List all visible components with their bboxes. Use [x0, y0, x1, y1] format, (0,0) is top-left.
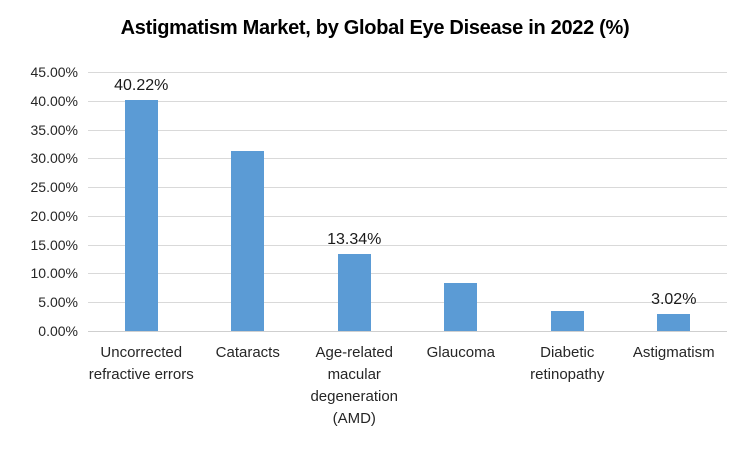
bar — [657, 313, 691, 331]
x-category-label: Diabetic retinopathy — [530, 344, 605, 383]
x-category-label: Cataracts — [215, 344, 280, 361]
gridline — [88, 187, 727, 189]
gridline — [88, 100, 727, 102]
bar-value-label: 13.34% — [327, 231, 382, 249]
x-axis: Uncorrected refractive errors Cataracts Ag… — [88, 342, 727, 442]
bar-value-label: 3.02% — [651, 290, 697, 308]
bar — [124, 99, 158, 331]
y-tick-label: 20.00% — [30, 207, 78, 224]
y-tick-label: 15.00% — [30, 236, 78, 253]
bar — [550, 310, 584, 331]
chart-title: Astigmatism Market, by Global Eye Diseas… — [120, 17, 630, 39]
y-tick-label: 45.00% — [30, 64, 78, 80]
gridline — [88, 244, 727, 246]
y-axis: 0.00% 5.00% 10.00% 15.00% 20.00% 25.00% 30.00%… — [0, 64, 78, 339]
bar — [337, 254, 371, 331]
plot-area: 40.22% 13.34% 3.02% — [88, 72, 727, 332]
y-tick-label: 30.00% — [30, 150, 78, 167]
gridline — [88, 273, 727, 275]
bar-value-label: 40.22% — [114, 76, 169, 94]
x-axis-line — [88, 331, 727, 332]
x-category-label: Glaucoma — [426, 344, 495, 361]
gridline — [88, 158, 727, 160]
gridline — [88, 215, 727, 217]
y-tick-label: 0.00% — [38, 323, 78, 339]
bar — [231, 151, 265, 331]
y-tick-label: 10.00% — [30, 265, 78, 282]
gridline — [88, 302, 727, 304]
x-category-label: Uncorrected refractive errors — [88, 344, 194, 383]
x-category-label: Astigmatism — [632, 344, 715, 361]
y-tick-label: 35.00% — [30, 121, 78, 138]
gridline — [88, 72, 727, 73]
x-category-label: Age-related macular degeneration (AMD) — [310, 344, 399, 427]
gridline — [88, 129, 727, 131]
bar — [444, 283, 478, 331]
y-tick-label: 25.00% — [30, 179, 78, 196]
y-tick-label: 5.00% — [38, 294, 78, 311]
y-tick-label: 40.00% — [30, 92, 78, 109]
